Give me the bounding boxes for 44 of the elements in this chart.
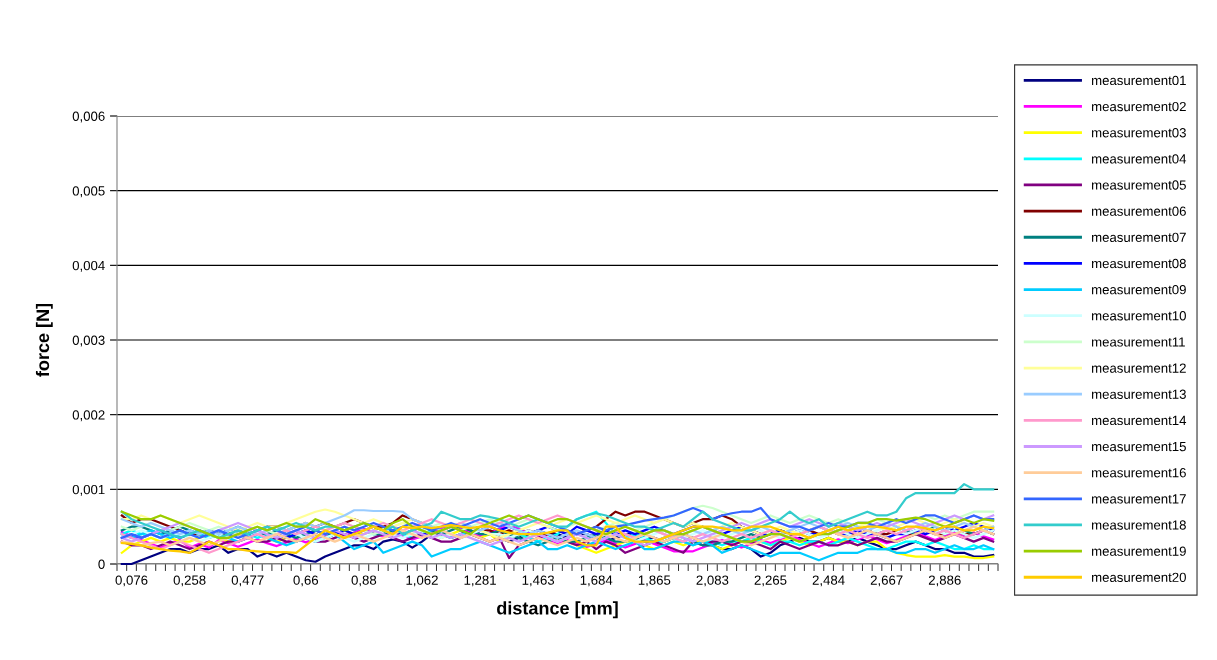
x-tick-label: 0,477: [231, 575, 264, 587]
x-tick-label: 0,66: [293, 575, 319, 587]
x-tick-label: 2,886: [928, 575, 961, 587]
legend-label: measurement02: [1092, 101, 1186, 112]
legend-label: measurement03: [1092, 128, 1186, 138]
y-tick-label: 0,001: [72, 484, 105, 496]
y-tick-label: 0: [98, 559, 105, 569]
legend-label: measurement15: [1092, 442, 1186, 452]
legend-label: measurement16: [1092, 468, 1186, 478]
x-tick-label: 2,484: [812, 575, 845, 587]
legend-label: measurement10: [1092, 311, 1186, 321]
x-tick-label: 0,88: [351, 575, 377, 587]
legend-label: measurement19: [1092, 546, 1186, 556]
x-axis-title: distance [mm]: [497, 601, 618, 619]
legend-label: measurement07: [1092, 232, 1186, 242]
legend-label: measurement01: [1092, 75, 1186, 86]
legend-label: measurement13: [1092, 389, 1186, 399]
legend-label: measurement14: [1092, 415, 1187, 426]
x-tick-label: 2,265: [754, 575, 787, 587]
x-tick-label: 2,083: [696, 575, 729, 587]
y-tick-label: 0,005: [72, 186, 105, 198]
x-tick-label: 1,684: [580, 575, 613, 587]
legend-label: measurement09: [1092, 284, 1186, 295]
x-tick-label: 1,865: [638, 575, 671, 587]
legend-label: measurement18: [1092, 520, 1186, 530]
x-tick-label: 1,062: [406, 575, 438, 587]
y-axis-title: force [N]: [35, 303, 53, 377]
x-tick-label: 2,667: [870, 575, 903, 587]
legend-label: measurement06: [1092, 206, 1186, 216]
legend-label: measurement04: [1092, 154, 1187, 164]
y-tick-label: 0,002: [72, 410, 105, 422]
x-tick-label: 0,258: [173, 575, 206, 587]
x-tick-label: 1,281: [464, 575, 496, 587]
legend-label: measurement20: [1092, 572, 1186, 582]
legend-label: measurement12: [1092, 363, 1186, 373]
y-tick-label: 0,006: [72, 111, 105, 123]
x-tick-label: 0,076: [115, 575, 148, 587]
legend-label: measurement11: [1092, 337, 1185, 347]
legend-label: measurement05: [1092, 180, 1186, 190]
x-tick-label: 1,463: [522, 575, 555, 587]
y-tick-label: 0,003: [72, 335, 105, 347]
legend-label: measurement17: [1092, 494, 1186, 504]
legend-label: measurement08: [1092, 258, 1186, 269]
y-tick-label: 0,004: [72, 260, 105, 272]
